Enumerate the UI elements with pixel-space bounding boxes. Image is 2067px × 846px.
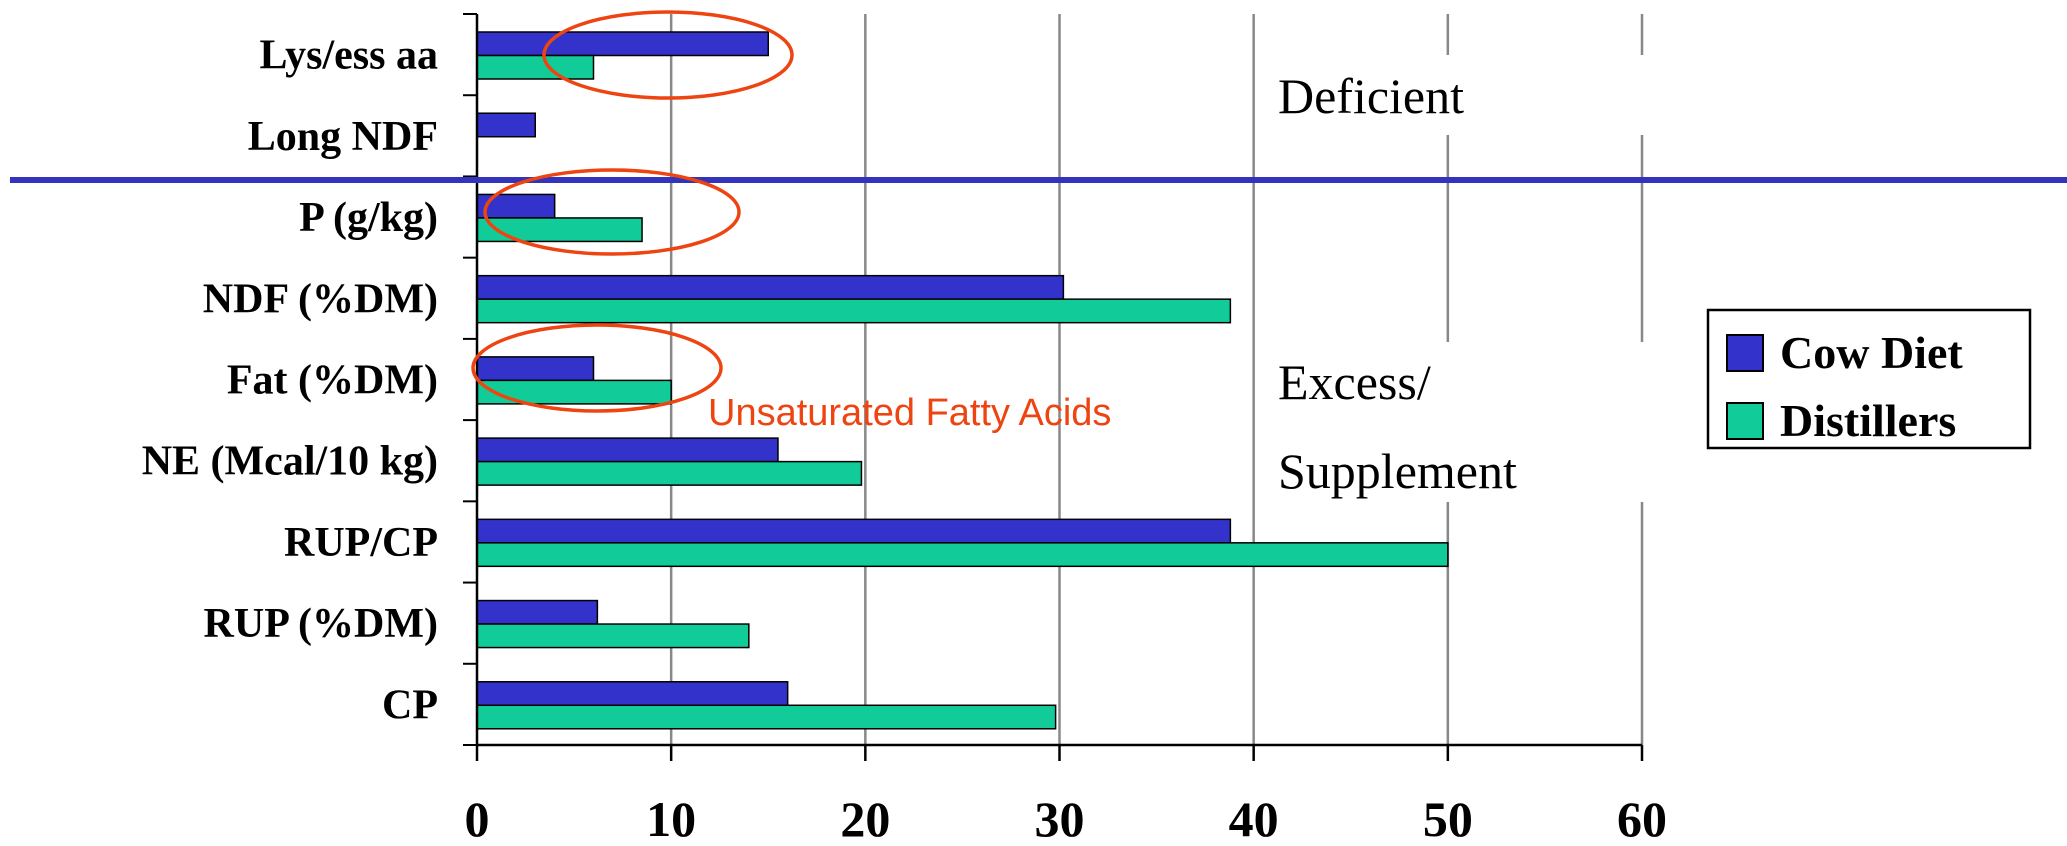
x-tick-label-0: 0 [465,791,490,841]
zone-label-0-0: Deficient [1278,68,1464,124]
bar-distillers-6 [476,542,1449,568]
zone-box-0 [1255,55,1645,135]
bar-distillers-2 [476,217,643,243]
highlight-circle-2 [471,323,723,413]
bar-cow-diet-0 [476,31,769,57]
category-label-2: P (g/kg) [299,195,438,241]
bar-cow-diet-3 [476,274,1065,300]
legend-label-0: Cow Diet [1780,327,1963,378]
highlight-circle-0 [542,10,794,100]
x-tick-label-1: 10 [646,791,696,841]
x-tick-label-6: 60 [1617,791,1667,841]
x-tick-label-3: 30 [1035,791,1085,841]
bar-distillers-8 [476,704,1057,730]
legend-label-1: Distillers [1780,395,1956,446]
legend-swatch-1 [1726,402,1764,440]
bar-cow-diet-5 [476,437,779,463]
highlight-circle-1 [483,168,741,256]
category-label-7: RUP (%DM) [204,601,438,647]
zone-label-1-1: Supplement [1278,443,1517,499]
x-tick-label-2: 20 [840,791,890,841]
bar-distillers-0 [476,54,595,80]
category-label-6: RUP/CP [284,520,438,566]
bar-cow-diet-7 [476,599,599,625]
bar-distillers-3 [476,298,1232,324]
category-label-3: NDF (%DM) [203,276,438,322]
bar-distillers-5 [476,460,863,486]
bar-cow-diet-8 [476,681,789,707]
category-label-4: Fat (%DM) [227,358,438,404]
bar-distillers-7 [476,623,750,649]
bar-cow-diet-6 [476,518,1232,544]
bar-cow-diet-4 [476,356,595,382]
bar-distillers-4 [476,379,672,405]
category-label-1: Long NDF [248,114,438,160]
legend-swatch-0 [1726,334,1764,372]
bar-cow-diet-2 [476,193,556,219]
annotation-unsaturated-fatty-acids: Unsaturated Fatty Acids [708,392,1111,434]
x-tick-label-4: 40 [1229,791,1279,841]
category-label-8: CP [382,682,438,728]
zone-box-1 [1255,342,1645,502]
category-label-0: Lys/ess aa [259,33,438,79]
bar-cow-diet-1 [476,112,536,138]
category-label-5: NE (Mcal/10 kg) [142,439,438,485]
zone-label-1-0: Excess/ [1278,354,1431,410]
x-tick-label-5: 50 [1423,791,1473,841]
